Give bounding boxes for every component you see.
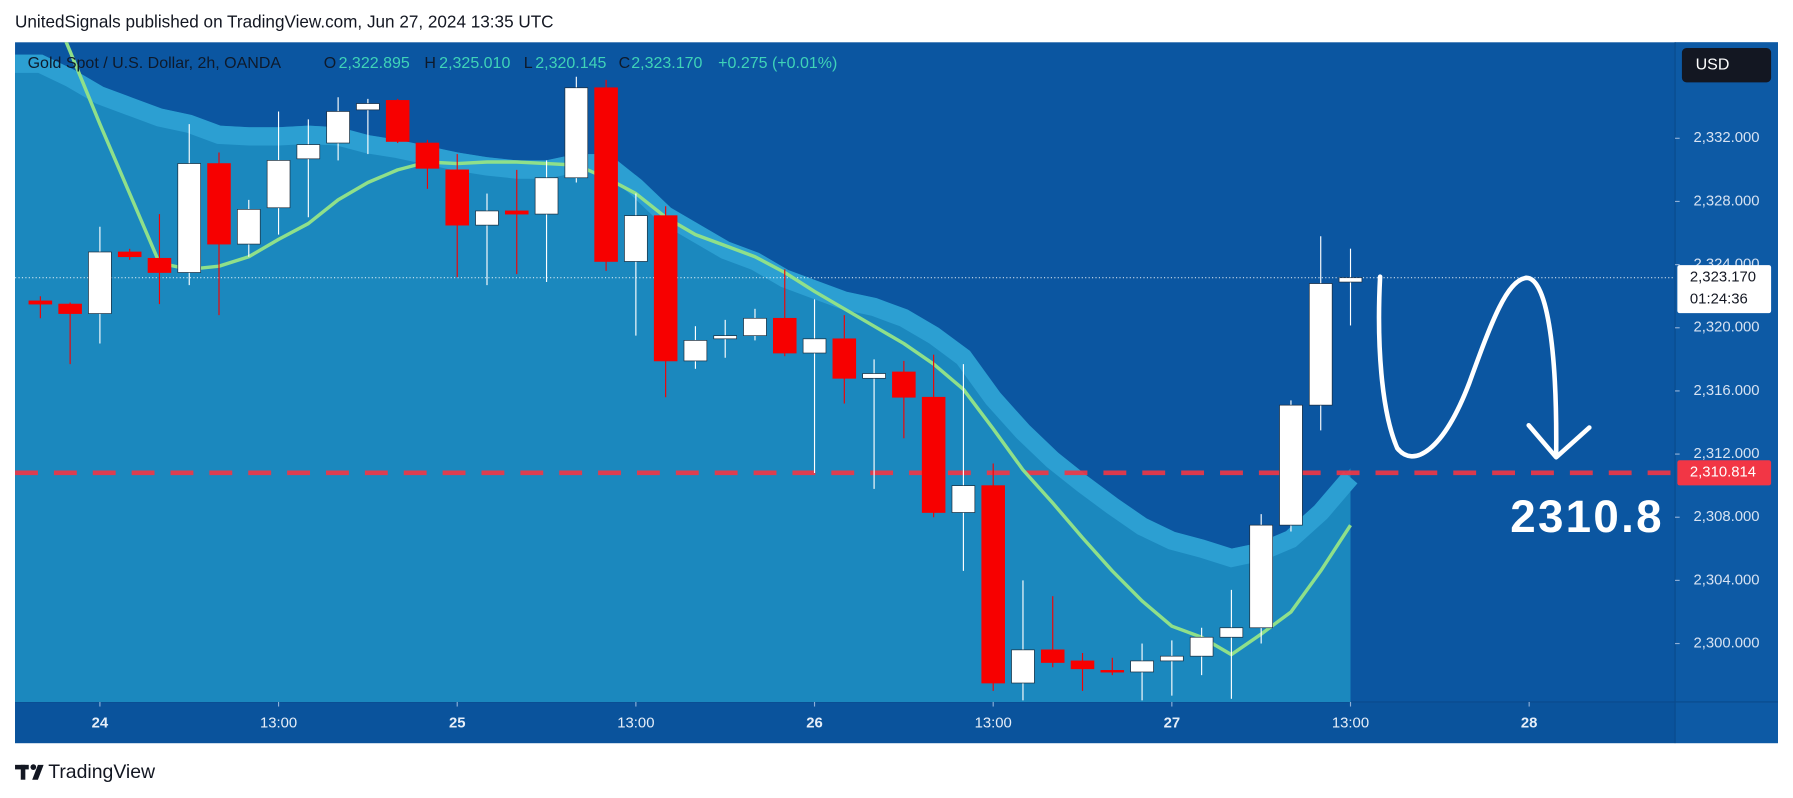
tv-logo [15,764,44,780]
x-tick-label: 13:00 [617,716,654,732]
candle-body [802,338,827,354]
x-tick-label: 13:00 [260,716,297,732]
candle-body [415,142,440,169]
logo-part [20,764,26,780]
last-price-badge [1677,265,1772,314]
candle-body [921,396,946,513]
candle-body [624,215,648,262]
ohlc-key: C [619,55,631,72]
currency-label[interactable]: USD [1696,56,1730,73]
countdown-label: 01:24:36 [1690,291,1748,307]
candle-body [1011,649,1035,684]
ohlc-change: +0.275 (+0.01%) [718,55,837,72]
level-badge [1677,460,1772,486]
ohlc-value: 2,325.010 [439,55,510,72]
ohlc-key: O [324,55,336,72]
candle-body [1040,649,1065,663]
candle-body [743,317,767,337]
candle-body [862,373,886,379]
candle-body [504,210,529,215]
publish-header: UnitedSignals published on TradingView.c… [15,11,554,31]
candle-body [326,111,350,144]
x-tick-label: 26 [806,716,823,732]
candle-body [266,160,291,209]
ohlc-key: H [424,55,436,72]
currency-button[interactable] [1681,48,1772,83]
candle-body [534,177,559,215]
candle-body [1308,283,1333,406]
candle-body [147,257,172,273]
candle-body [653,215,678,362]
candle-body [892,371,916,398]
price-axis [1675,42,1778,744]
candle-body [772,317,797,354]
candle-body [1130,660,1154,673]
candle-body [1338,277,1363,283]
candle-body [445,169,469,226]
candle-body [594,87,618,262]
band-area [15,54,1351,702]
ohlc-key: L [524,55,533,72]
candle-body [475,210,499,226]
candle-body [28,300,53,305]
hand-drawn-path [1376,274,1559,459]
ohlc-value: 2,320.145 [535,55,606,72]
x-tick-label: 27 [1164,716,1181,732]
candle-body [1249,524,1273,629]
candle-body [1279,404,1303,526]
footer-brand: TradingView [48,761,156,783]
candle-body [1189,636,1214,657]
candle-body [1100,670,1125,673]
candle-body [237,209,261,245]
candle-body [296,144,321,160]
candle-body [951,485,976,513]
ema-line [64,42,1352,657]
candle-body [117,251,142,258]
level-label: 2,310.814 [1690,465,1756,481]
candle-body [356,103,380,111]
overlay: 2,300.000 2,304.000 2,308.000 2,312.000 2,31… [92,130,1772,732]
x-tick-label: 25 [449,716,466,732]
candle-body [177,163,202,273]
time-axis [15,701,1676,744]
x-tick-label: 13:00 [975,716,1012,732]
x-tick-label: 24 [92,716,109,732]
candle-body [88,251,112,314]
candle-body [713,335,737,340]
candle-body [981,485,1005,684]
candle-body [683,340,708,362]
ohlc-value: 2,322.895 [339,55,410,72]
annotation: 2310.8 [1510,491,1664,542]
candle-body [832,338,857,379]
candle-body [58,303,82,314]
candle-body [1070,660,1095,670]
ohlc-value: 2,323.170 [631,55,702,72]
logo-part [30,764,37,770]
y-tick-label: 2,308.000 [1693,509,1759,525]
y-tick-label: 2,300.000 [1693,635,1759,651]
symbol-title: Gold Spot / U.S. Dollar, 2h, OANDA [28,55,282,72]
candle-body [207,163,231,245]
y-tick-label: 2,332.000 [1693,130,1759,146]
y-tick-label: 2,312.000 [1693,446,1759,462]
x-tick-label: 13:00 [1332,716,1369,732]
x-tick-label: 28 [1521,716,1538,732]
y-tick-label: 2,320.000 [1693,320,1759,336]
arrow-head [1526,423,1592,460]
candle-body [1160,655,1184,662]
plot-area [15,42,1676,702]
candle-body [564,87,589,179]
y-tick-label: 2,328.000 [1693,193,1759,209]
y-tick-label: 2,304.000 [1693,572,1759,588]
last-price-label: 2,323.170 [1690,270,1756,286]
candle-body [385,100,410,142]
candle-body [1219,627,1244,638]
y-tick-label: 2,316.000 [1693,383,1759,399]
logo-part [32,764,44,780]
